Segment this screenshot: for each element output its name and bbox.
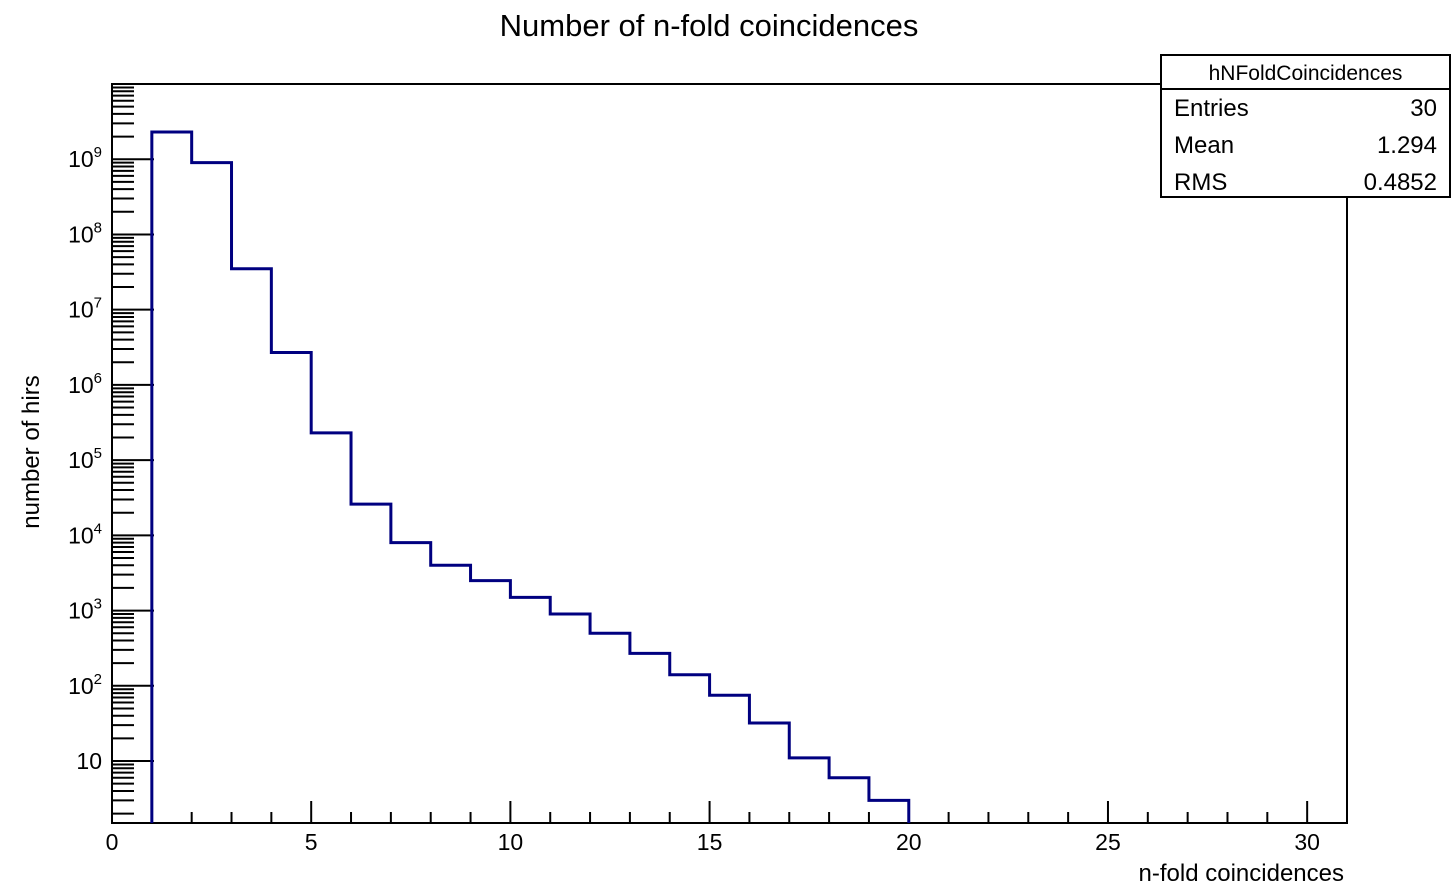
y-tick-label: 109 [68, 144, 102, 172]
stats-value: 30 [1410, 95, 1437, 122]
stats-label: RMS [1174, 169, 1228, 196]
y-tick-label: 106 [68, 370, 102, 398]
y-tick-label: 108 [68, 219, 102, 247]
stats-box: hNFoldCoincidences Entries 30 Mean 1.294… [1160, 54, 1451, 198]
x-tick-label: 20 [896, 829, 922, 855]
x-axis-label: n-fold coincidences [1138, 860, 1344, 887]
stats-value: 0.4852 [1363, 169, 1437, 196]
stats-label: Mean [1174, 132, 1235, 159]
stats-label: Entries [1174, 95, 1249, 122]
chart-title: Number of n-fold coincidences [499, 8, 919, 43]
x-tick-label: 15 [697, 829, 723, 855]
stats-row-entries: Entries 30 [1162, 90, 1449, 127]
histogram-series-line [150, 130, 911, 823]
y-tick-label: 104 [68, 520, 102, 548]
stats-box-title: hNFoldCoincidences [1162, 56, 1449, 90]
y-tick-label: 105 [68, 445, 102, 473]
plot-frame [111, 83, 1348, 824]
x-tick-label: 0 [106, 829, 119, 855]
x-tick-label: 25 [1095, 829, 1121, 855]
x-tick-label: 5 [305, 829, 318, 855]
y-tick-label: 102 [68, 671, 102, 699]
x-tick-label: 30 [1294, 829, 1320, 855]
stats-row-mean: Mean 1.294 [1162, 127, 1449, 164]
y-tick-label: 107 [68, 295, 102, 323]
stats-row-rms: RMS 0.4852 [1162, 164, 1449, 201]
x-tick-label: 10 [498, 829, 524, 855]
y-tick-label: 10 [76, 748, 102, 774]
stats-value: 1.294 [1376, 132, 1437, 159]
y-tick-label: 103 [68, 596, 102, 624]
